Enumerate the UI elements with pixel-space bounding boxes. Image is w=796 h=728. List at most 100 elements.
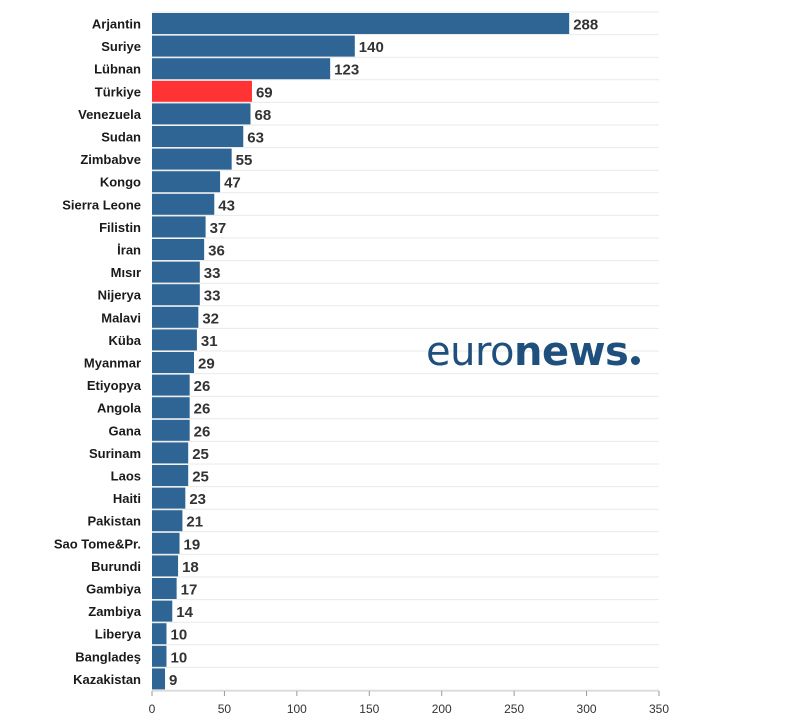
category-label: Nijerya — [98, 288, 142, 303]
value-label: 14 — [176, 604, 193, 621]
category-label: Malavi — [101, 310, 141, 325]
bar-27 — [152, 623, 167, 645]
category-label: Arjantin — [92, 17, 141, 32]
logo-text-light: euro — [426, 329, 515, 375]
bar-26 — [152, 600, 173, 622]
bar-8 — [152, 193, 215, 215]
category-label: Angola — [97, 401, 142, 416]
x-tick-label: 250 — [504, 702, 524, 716]
value-label: 63 — [247, 130, 264, 147]
bar-21 — [152, 487, 186, 509]
bar-1 — [152, 35, 355, 57]
bar-24 — [152, 555, 179, 577]
bar-6 — [152, 148, 232, 170]
value-label: 69 — [256, 84, 273, 101]
bar-0 — [152, 13, 570, 34]
x-tick-label: 350 — [649, 702, 669, 716]
bar-5 — [152, 126, 244, 147]
value-label: 17 — [181, 582, 198, 599]
category-label: Liberya — [95, 627, 142, 642]
x-tick-label: 200 — [432, 702, 452, 716]
value-label: 26 — [194, 423, 211, 440]
bar-18 — [152, 419, 190, 441]
value-label: 55 — [236, 152, 253, 169]
value-label: 23 — [189, 491, 206, 508]
category-label: Laos — [111, 469, 141, 484]
bar-17 — [152, 397, 190, 419]
value-label: 18 — [182, 559, 199, 576]
category-label: Bangladeş — [75, 649, 141, 664]
value-label: 29 — [198, 356, 215, 373]
logo-text-bold: news — [514, 329, 629, 375]
category-label: Sao Tome&Pr. — [54, 536, 141, 551]
category-label: Filistin — [99, 220, 141, 235]
category-label: Kongo — [100, 175, 141, 190]
value-label: 33 — [204, 265, 221, 282]
category-label: Venezuela — [78, 107, 142, 122]
category-label: Sudan — [101, 130, 141, 145]
bar-4 — [152, 103, 251, 125]
value-label: 47 — [224, 175, 241, 192]
value-label: 37 — [210, 220, 227, 237]
value-label: 31 — [201, 333, 218, 350]
value-label: 140 — [359, 39, 384, 56]
category-label: Gana — [108, 423, 141, 438]
x-tick-label: 100 — [287, 702, 307, 716]
value-label: 9 — [169, 672, 177, 689]
x-tick-label: 150 — [359, 702, 379, 716]
bar-9 — [152, 216, 206, 238]
bar-11 — [152, 261, 200, 283]
category-label: Surinam — [89, 446, 141, 461]
category-label: Lübnan — [94, 62, 141, 77]
bar-10 — [152, 239, 205, 260]
value-label: 10 — [170, 627, 187, 644]
category-label: Küba — [109, 333, 142, 348]
bar-3 — [152, 80, 252, 102]
bar-12 — [152, 284, 200, 306]
category-label: Zimbabve — [80, 152, 141, 167]
category-label: Myanmar — [84, 356, 141, 371]
value-label: 10 — [170, 649, 187, 666]
logo-dot-icon — [631, 356, 641, 365]
category-label: Zambiya — [88, 604, 142, 619]
bar-22 — [152, 510, 183, 532]
value-label: 25 — [192, 446, 209, 463]
value-label: 21 — [186, 514, 203, 531]
category-labels: Arjantin Suriye Lübnan Türkiye Venezuela Suda… — [54, 17, 142, 687]
value-label: 36 — [208, 243, 225, 260]
x-tick-label: 300 — [577, 702, 597, 716]
value-label: 26 — [194, 378, 211, 395]
value-label: 123 — [334, 62, 359, 79]
category-label: Suriye — [101, 39, 141, 54]
value-label: 288 — [573, 17, 598, 34]
category-label: Sierra Leone — [62, 197, 141, 212]
bar-19 — [152, 442, 189, 464]
category-label: Burundi — [91, 559, 141, 574]
value-label: 25 — [192, 469, 209, 486]
x-tick-label: 50 — [218, 702, 232, 716]
bar-16 — [152, 374, 190, 396]
x-tick-label: 0 — [149, 702, 156, 716]
euronews-logo: euronews — [426, 329, 641, 375]
bar-15 — [152, 352, 195, 373]
bar-29 — [152, 668, 166, 690]
gridlines — [152, 11, 659, 691]
category-label: Mısır — [111, 265, 141, 280]
category-label: Pakistan — [88, 514, 142, 529]
bar-20 — [152, 465, 189, 486]
value-label: 32 — [202, 310, 219, 327]
category-label: Gambiya — [86, 582, 142, 597]
category-label: Kazakistan — [73, 672, 141, 687]
value-label: 43 — [218, 197, 235, 214]
x-axis: 0 50 100 150 200 250 300 350 — [149, 690, 669, 716]
category-label: Türkiye — [95, 84, 141, 99]
category-label: Etiyopya — [87, 378, 142, 393]
category-label: İran — [117, 243, 141, 258]
bar-7 — [152, 171, 221, 193]
value-label: 68 — [255, 107, 272, 124]
value-label: 19 — [184, 536, 201, 553]
bar-25 — [152, 578, 177, 599]
category-label: Haiti — [113, 491, 141, 506]
